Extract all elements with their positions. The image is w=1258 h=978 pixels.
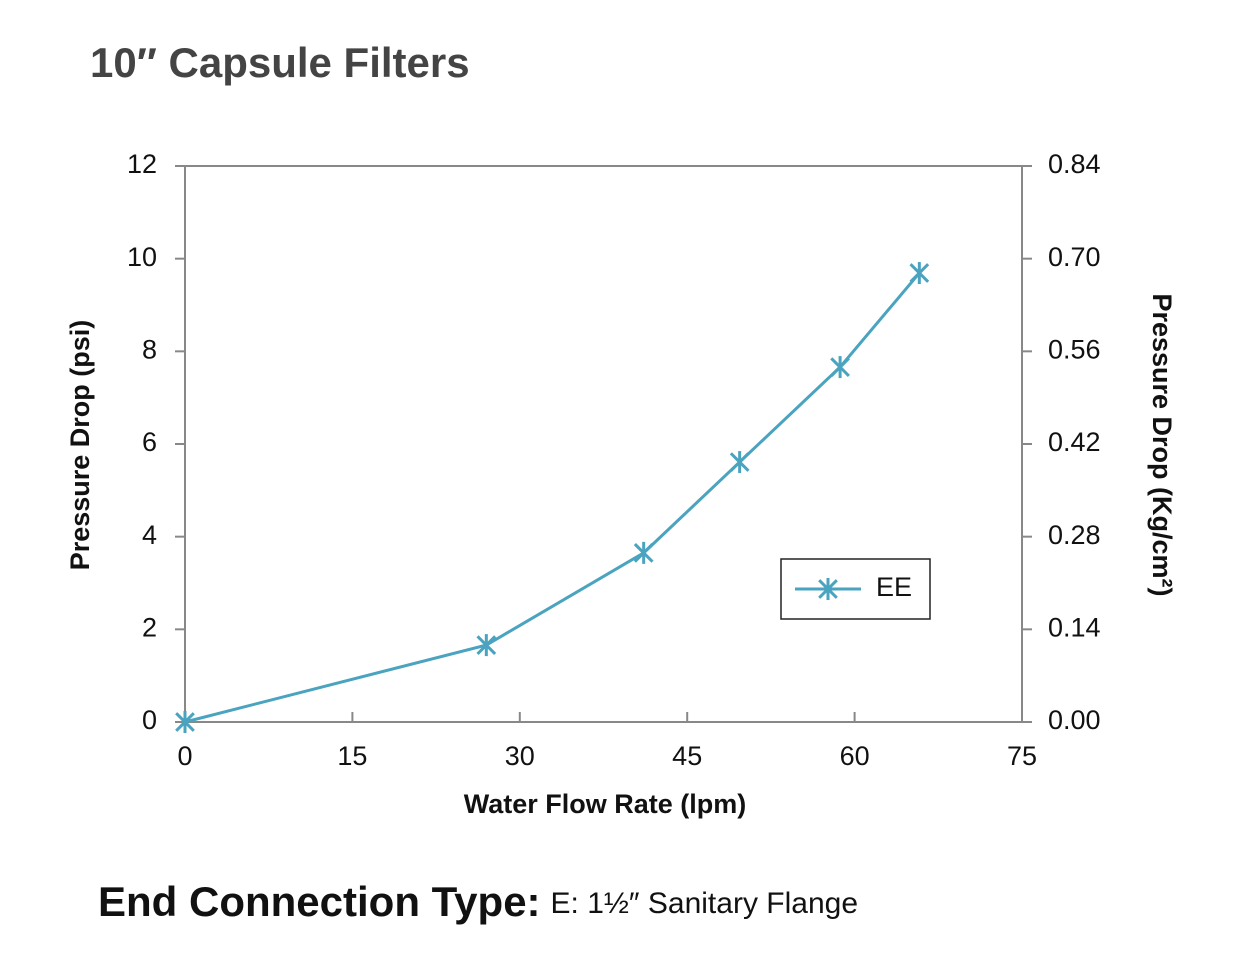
y2-tick-label: 0.70 [1048,242,1101,272]
x-tick-label: 60 [840,741,870,771]
x-tick-label: 30 [505,741,535,771]
marker-stroke [476,635,497,655]
y2-tick-label: 0.28 [1048,520,1101,550]
marker-stroke [909,263,930,283]
plot-frame [184,165,1023,723]
point [830,356,850,379]
x-tick-label: 15 [337,741,367,771]
y2-tick-label: 0.14 [1048,612,1101,642]
y2-tick-label: 0.42 [1048,427,1101,457]
point [476,634,497,657]
y-tick-label: 4 [142,520,157,550]
y2-axis-label: Pressure Drop (Kg/cm²) [1147,293,1177,596]
x-tick-label: 75 [1007,741,1037,771]
marker-stroke [818,579,838,599]
point [729,451,750,474]
footer-text: E: 1½″ Sanitary Flange [551,887,858,920]
y-tick-label: 8 [142,334,157,364]
x-axis-label: Water Flow Rate (lpm) [464,789,747,819]
legend-marker [818,578,838,600]
series-line [184,272,921,724]
chart-title: 10″ Capsule Filters [90,39,470,86]
y-tick-label: 0 [142,705,157,735]
marker-stroke [830,357,850,377]
legend-label: EE [876,572,912,602]
marker-stroke [175,712,195,732]
point [175,711,195,733]
marker-stroke [633,543,654,563]
y-tick-label: 6 [142,427,157,457]
point [633,541,654,564]
y-tick-label: 10 [127,242,157,272]
y-tick-label: 12 [127,149,157,179]
footer-label: End Connection Type: [98,878,541,925]
y2-tick-label: 0.00 [1048,705,1101,735]
x-tick-label: 45 [672,741,702,771]
x-tick-label: 0 [177,741,192,771]
y-axis-label: Pressure Drop (psi) [65,320,95,571]
point [909,262,930,285]
y-tick-label: 2 [142,612,157,642]
marker-stroke [729,452,750,472]
y2-tick-label: 0.56 [1048,334,1101,364]
y2-tick-label: 0.84 [1048,149,1101,179]
